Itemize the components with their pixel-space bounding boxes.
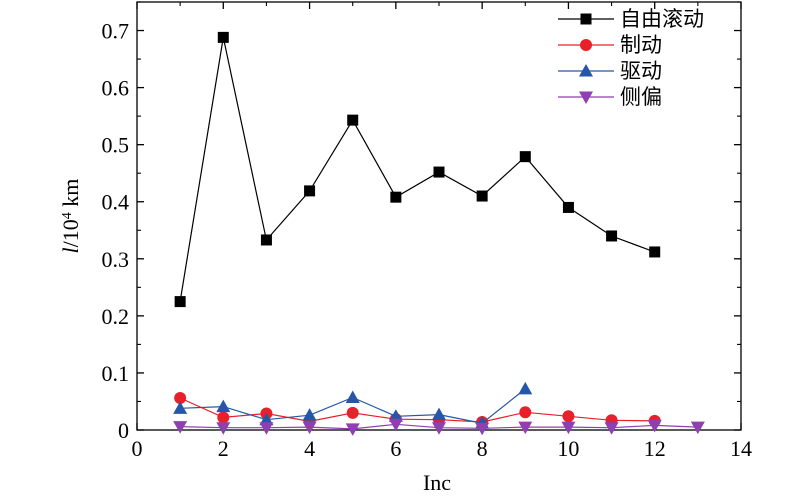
data-point: [606, 230, 618, 242]
legend-label: 驱动: [620, 59, 662, 83]
data-point: [174, 392, 187, 405]
data-point: [173, 421, 188, 434]
y-axis-title-exponent: 4: [60, 212, 75, 219]
series-free-rolling: [174, 31, 661, 308]
data-point: [647, 419, 662, 433]
data-point: [518, 381, 533, 395]
y-axis-title: l/104 km: [58, 179, 83, 254]
data-point: [259, 422, 274, 435]
data-point: [217, 31, 229, 43]
x-tick-label: 10: [557, 436, 579, 461]
legend-label: 自由滚动: [620, 7, 704, 31]
data-point: [518, 421, 533, 435]
series-side-slip: [173, 418, 705, 436]
x-tick-label: 0: [132, 436, 143, 461]
data-point: [304, 185, 316, 197]
data-point: [173, 401, 188, 414]
legend-item: 制动: [558, 33, 662, 57]
data-point: [346, 406, 359, 419]
legend-item: 侧偏: [558, 85, 662, 109]
x-tick-label: 12: [644, 436, 666, 461]
legend-label: 制动: [620, 33, 662, 57]
x-tick-label: 2: [218, 436, 229, 461]
data-point: [562, 410, 575, 423]
y-tick-label: 0.5: [102, 133, 130, 158]
data-point: [519, 151, 531, 163]
data-point: [475, 422, 490, 436]
y-axis-title-unit: km: [58, 179, 83, 213]
legend-marker: [580, 13, 592, 25]
data-point: [519, 406, 532, 419]
y-tick-label: 0.1: [102, 361, 130, 386]
x-tick-label: 4: [304, 436, 315, 461]
data-point: [604, 422, 619, 435]
series-line: [179, 37, 655, 302]
data-point: [345, 423, 360, 436]
data-point: [388, 418, 403, 432]
series-line: [179, 397, 655, 423]
x-tick-label: 6: [390, 436, 401, 461]
data-point: [302, 408, 317, 421]
data-point: [347, 114, 359, 126]
series-braking: [174, 392, 661, 429]
y-tick-label: 0.4: [102, 190, 130, 215]
data-point: [388, 409, 403, 422]
plot-area: [173, 31, 705, 436]
y-axis-title-base: /10: [58, 219, 83, 247]
data-point: [174, 296, 186, 308]
data-point: [260, 234, 272, 246]
data-point: [259, 412, 274, 426]
data-point: [649, 246, 661, 258]
data-point: [476, 190, 488, 202]
data-point: [390, 191, 402, 203]
legend-marker: [580, 39, 592, 51]
y-tick-label: 0.6: [102, 76, 130, 101]
data-point: [432, 422, 446, 435]
data-point: [345, 390, 360, 403]
series-driving: [173, 381, 533, 429]
x-tick-label: 8: [477, 436, 488, 461]
data-point: [562, 201, 574, 213]
legend-marker: [579, 91, 593, 104]
data-point: [302, 421, 317, 435]
data-point: [433, 166, 445, 178]
axes: 0 2 4 6 8 10 12 14 0 0.1 0.2 0.3 0.4 0.5 0.6 0.7: [102, 1, 752, 461]
x-tick-label: 14: [730, 436, 752, 461]
x-axis-title: Inc: [423, 470, 451, 495]
y-tick-label: 0: [118, 418, 129, 443]
data-point: [217, 411, 230, 424]
legend-label: 侧偏: [620, 85, 662, 109]
legend-item: 驱动: [558, 59, 662, 83]
y-axis-title-symbol: l: [58, 247, 83, 253]
data-point: [216, 422, 231, 435]
y-tick-label: 0.2: [102, 304, 130, 329]
data-point: [690, 421, 705, 435]
data-point: [561, 421, 576, 435]
legend-item: 自由滚动: [558, 7, 704, 31]
data-point: [432, 407, 446, 421]
data-point: [216, 399, 231, 413]
legend-marker: [579, 64, 593, 77]
y-tick-label: 0.7: [102, 19, 130, 44]
y-tick-label: 0.3: [102, 247, 130, 272]
